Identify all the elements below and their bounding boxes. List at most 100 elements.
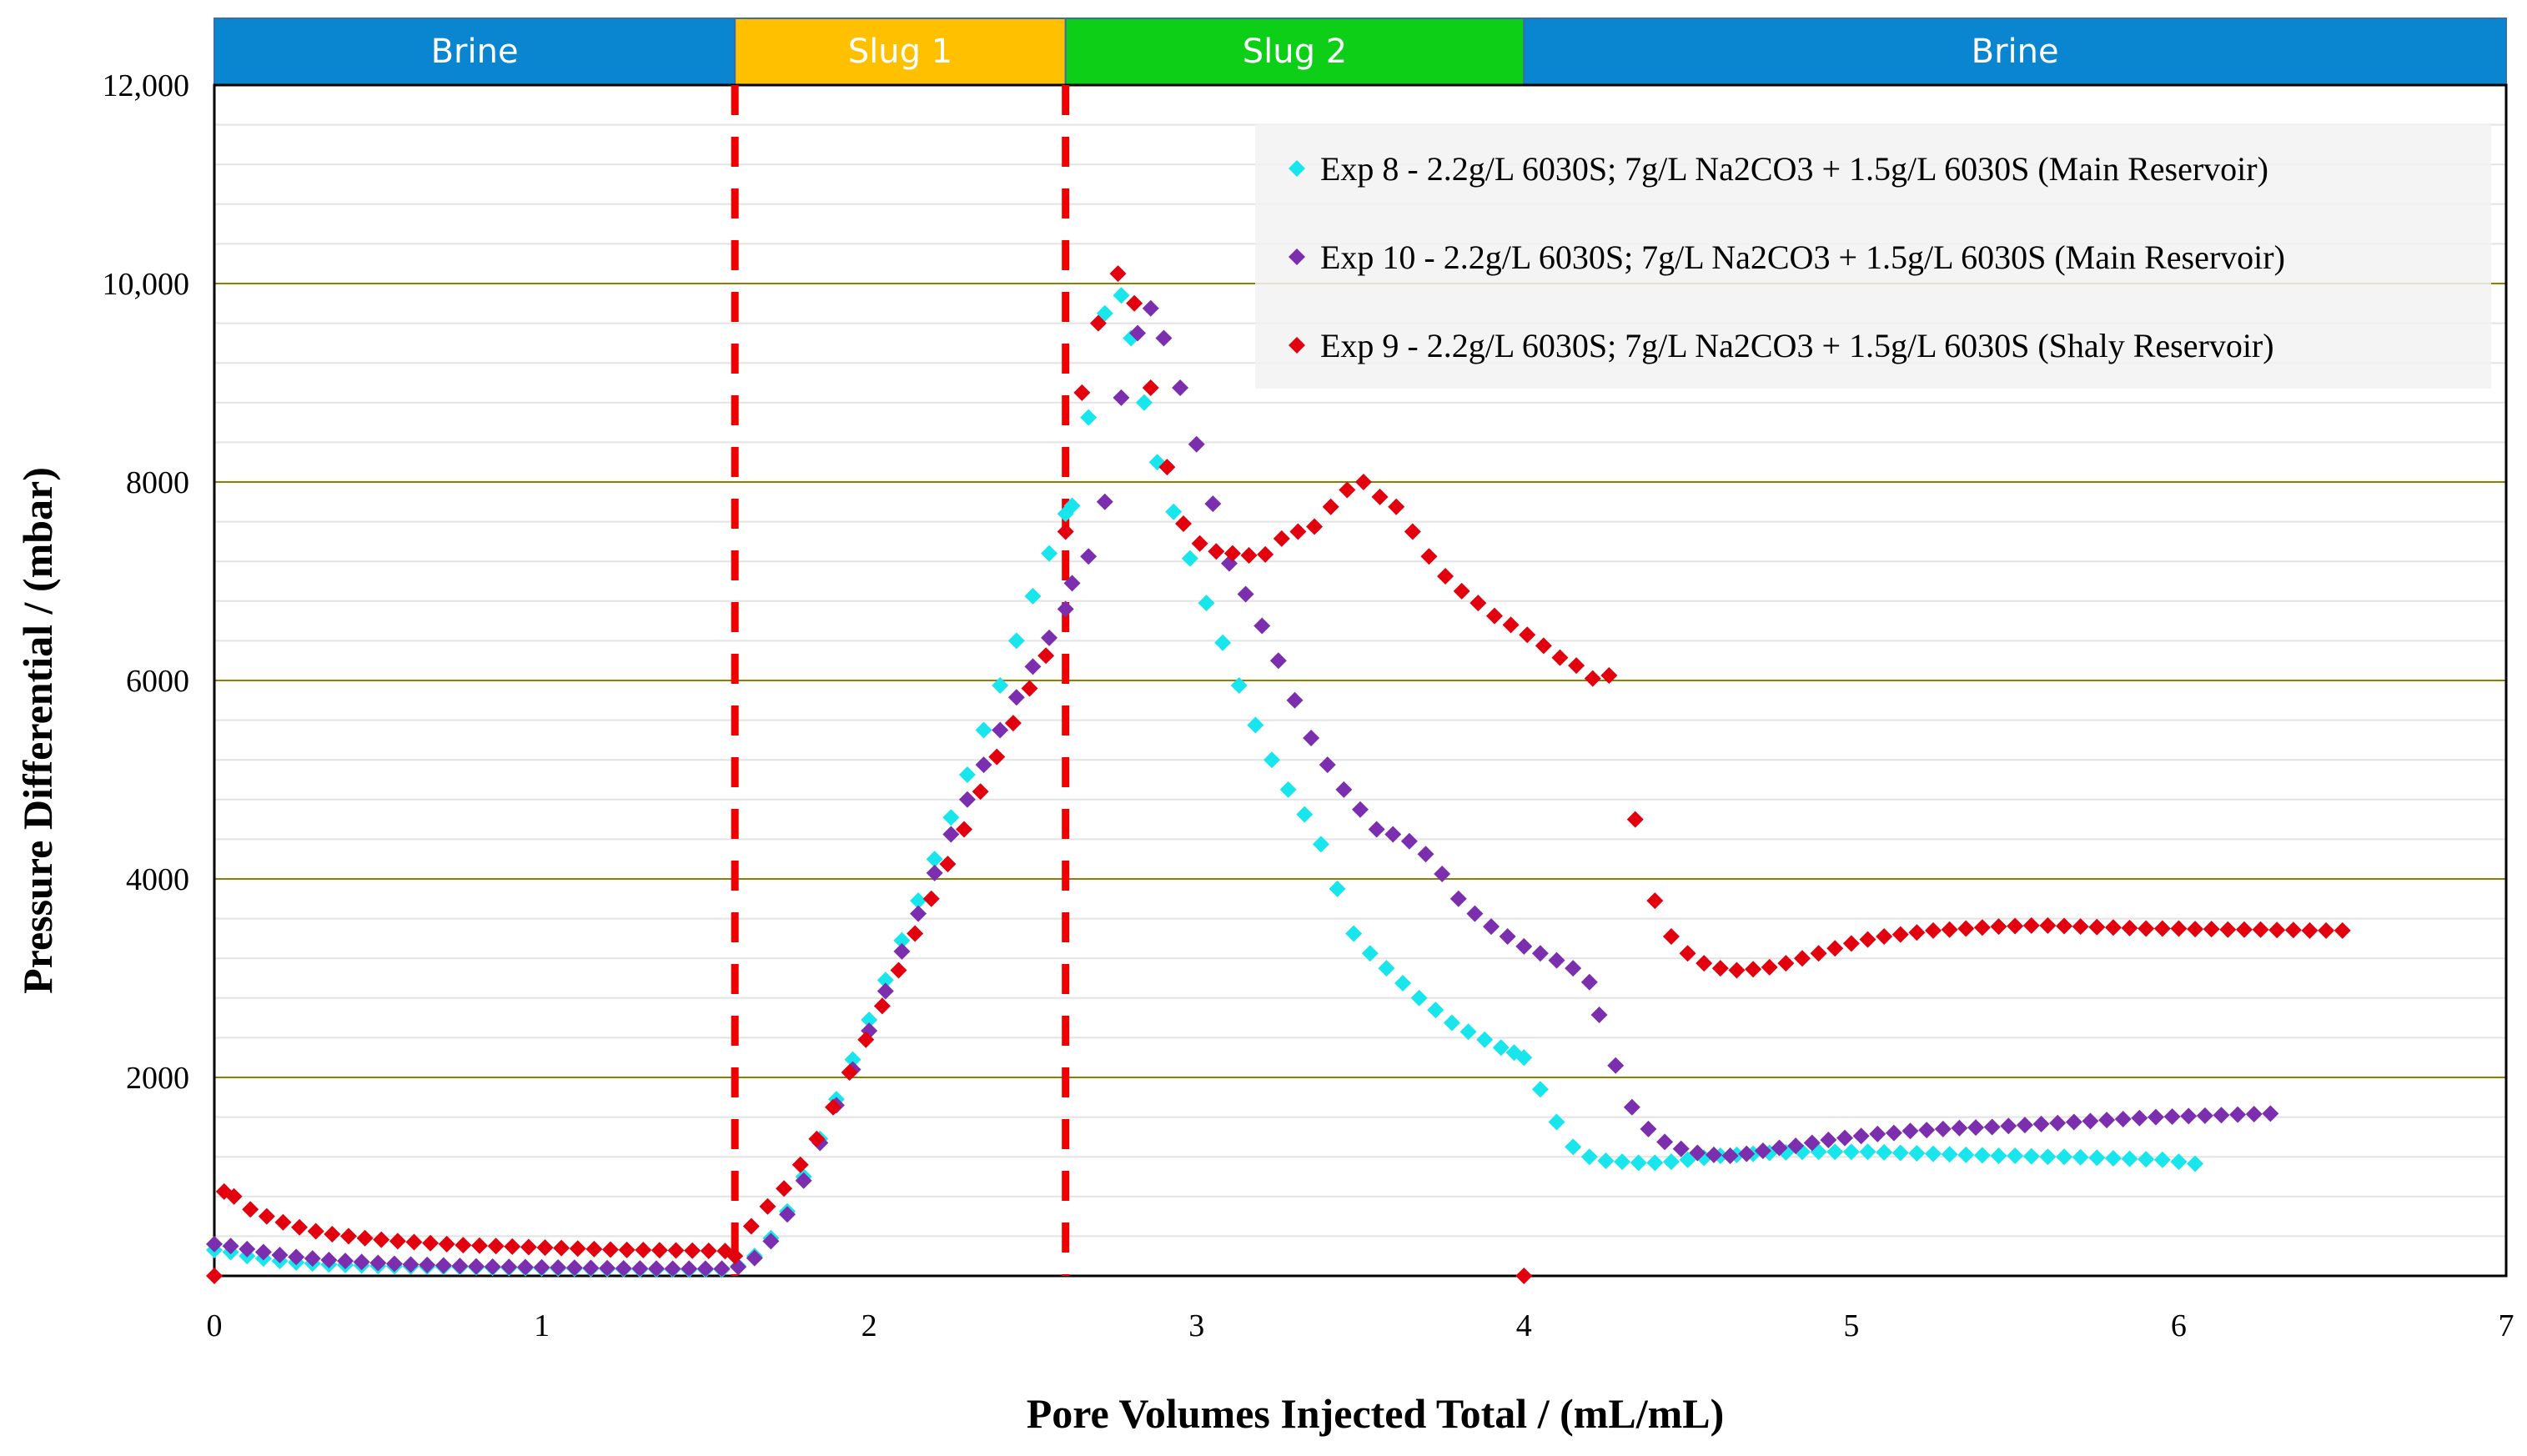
data-point	[2138, 920, 2155, 937]
data-point	[1041, 545, 1058, 562]
data-point	[857, 1031, 875, 1048]
x-tick-label: 2	[862, 1308, 877, 1343]
data-point	[2065, 1113, 2082, 1131]
data-point	[1273, 530, 1290, 547]
x-tick-label: 4	[1516, 1308, 1532, 1343]
data-point	[405, 1233, 423, 1251]
data-point	[206, 1268, 223, 1284]
data-point	[1208, 543, 1225, 560]
data-point	[2138, 1151, 2155, 1168]
data-point	[907, 925, 924, 942]
data-point	[242, 1201, 259, 1218]
data-point	[1721, 1147, 1739, 1165]
data-point	[1973, 1147, 1991, 1164]
legend-entry: Exp 8 - 2.2g/L 6030S; 7g/L Na2CO3 + 1.5g…	[1320, 150, 2268, 188]
data-point	[1175, 515, 1193, 532]
data-point	[759, 1197, 776, 1215]
data-point	[254, 1243, 272, 1261]
data-point	[2268, 921, 2286, 939]
data-point	[635, 1242, 652, 1259]
data-point	[1135, 394, 1153, 411]
data-point	[2203, 921, 2220, 938]
data-point	[1443, 1014, 1460, 1032]
data-point	[684, 1242, 701, 1259]
data-point	[504, 1238, 521, 1255]
data-point	[1515, 1049, 1533, 1067]
data-point	[1329, 880, 1346, 897]
data-point	[1420, 548, 1438, 565]
phase-band-label: Slug 2	[1243, 33, 1347, 71]
y-tick-label: 6000	[126, 664, 189, 699]
data-point	[569, 1240, 586, 1258]
phase-band-label: Slug 1	[848, 33, 952, 71]
data-point	[1269, 652, 1287, 670]
data-point	[2187, 1155, 2204, 1172]
data-point	[1024, 658, 1042, 675]
data-point	[1640, 1120, 1657, 1137]
data-point	[1876, 928, 1893, 946]
data-point	[1240, 547, 1258, 565]
data-point	[1810, 945, 1827, 962]
data-point	[1312, 836, 1329, 853]
data-point	[1728, 961, 1746, 979]
data-point	[1891, 1144, 1909, 1162]
data-point	[910, 905, 927, 922]
data-point	[873, 997, 891, 1015]
data-point	[324, 1226, 341, 1243]
data-point	[1188, 435, 1205, 453]
y-axis-title: Pressure Differential / (mbar)	[14, 467, 61, 994]
data-point	[2301, 921, 2319, 939]
data-point	[1580, 973, 1598, 991]
data-point	[2180, 1107, 2198, 1125]
data-point	[206, 1235, 223, 1253]
data-point	[1158, 459, 1176, 476]
data-point	[2318, 921, 2335, 939]
data-point	[1876, 1143, 1893, 1161]
x-tick-label: 1	[534, 1308, 550, 1343]
data-point	[1109, 265, 1127, 283]
data-point	[664, 1260, 681, 1278]
data-point	[1129, 324, 1147, 342]
data-point	[1417, 846, 1434, 863]
data-point	[1041, 629, 1058, 646]
data-point	[1548, 1113, 1565, 1131]
data-point	[435, 1257, 452, 1274]
data-point	[1371, 488, 1389, 505]
x-tick-label: 6	[2171, 1308, 2187, 1343]
data-point	[239, 1240, 256, 1258]
data-point	[455, 1237, 472, 1254]
data-point	[2245, 1106, 2263, 1123]
data-point	[1007, 632, 1025, 650]
data-point	[841, 1064, 858, 1082]
data-point	[1437, 568, 1454, 585]
data-point	[942, 826, 960, 843]
phase-boundary-lines	[731, 85, 1070, 1276]
series-0	[206, 287, 2204, 1278]
legend-marker	[1289, 337, 1305, 354]
data-point	[1257, 545, 1274, 563]
data-point	[1531, 1081, 1549, 1098]
data-point	[1630, 1154, 1647, 1172]
data-point	[1859, 1143, 1876, 1161]
data-point	[451, 1258, 469, 1275]
data-point	[274, 1213, 292, 1231]
data-point	[1826, 940, 1844, 957]
data-point	[2229, 1106, 2247, 1123]
data-point	[2153, 1151, 2171, 1168]
data-point	[762, 1233, 780, 1250]
data-point	[484, 1258, 501, 1276]
data-point	[631, 1260, 649, 1278]
x-axis-title: Pore Volumes Injected Total / (mL/mL)	[1027, 1390, 1725, 1437]
data-point	[1253, 617, 1271, 635]
data-point	[2056, 917, 2073, 935]
data-point	[942, 809, 960, 826]
data-point	[2121, 1150, 2138, 1167]
phase-band-label: Brine	[431, 33, 519, 71]
phase-band-strip: Brine Slug 1 Slug 2 Brine	[214, 18, 2507, 86]
data-point	[1934, 1120, 1952, 1137]
data-point	[618, 1241, 636, 1258]
data-point	[742, 1218, 760, 1235]
data-point	[1155, 329, 1173, 347]
data-point	[696, 1260, 714, 1278]
data-point	[1891, 926, 1909, 943]
